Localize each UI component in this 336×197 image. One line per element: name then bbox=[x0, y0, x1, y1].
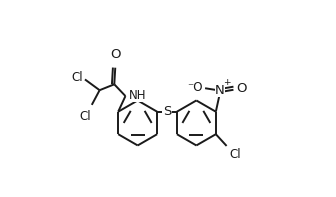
Text: O: O bbox=[110, 48, 121, 61]
Text: NH: NH bbox=[129, 89, 146, 102]
Text: ⁻O: ⁻O bbox=[187, 81, 203, 94]
Text: O: O bbox=[236, 82, 247, 95]
Text: S: S bbox=[163, 105, 171, 118]
Text: +: + bbox=[223, 78, 231, 87]
Text: N: N bbox=[215, 84, 225, 97]
Text: Cl: Cl bbox=[229, 148, 241, 161]
Text: Cl: Cl bbox=[79, 110, 91, 123]
Text: Cl: Cl bbox=[71, 71, 83, 84]
